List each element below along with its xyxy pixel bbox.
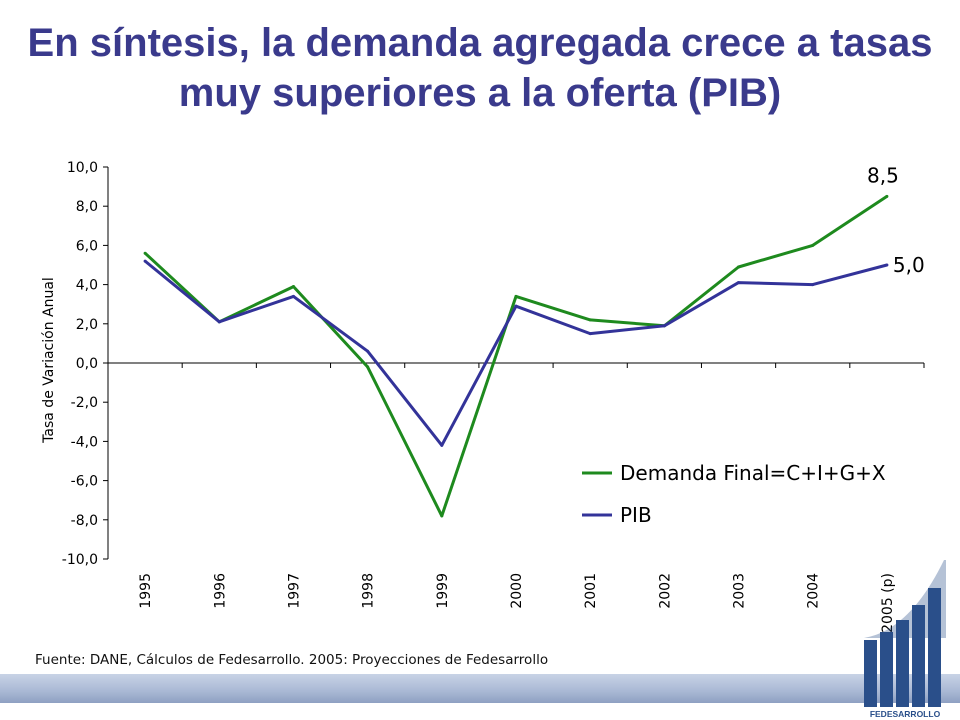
series-point bbox=[662, 324, 666, 328]
x-tick-label: 1995 bbox=[138, 573, 154, 609]
slide-title: En síntesis, la demanda agregada crece a… bbox=[0, 18, 960, 118]
logo-bars bbox=[864, 560, 946, 707]
series-point bbox=[366, 365, 370, 369]
line-chart: 10,0 8,0 6,0 4,0 2,0 0,0 -2,0 -4,0 -6,0 -8,0 -10,0… bbox=[41, 160, 925, 633]
series-point bbox=[811, 283, 815, 287]
y-tick-label: 8,0 bbox=[76, 199, 98, 215]
fedesarrollo-logo: FEDESARROLLO bbox=[864, 560, 946, 719]
x-tick-label: 2005 (p) bbox=[880, 573, 896, 633]
y-tick-label: -4,0 bbox=[71, 434, 98, 450]
y-tick-label: -8,0 bbox=[71, 513, 98, 529]
slide-title-line1: En síntesis, la demanda agregada crece a… bbox=[27, 21, 933, 65]
data-label-pib-2005: 5,0 bbox=[893, 253, 925, 277]
series-point bbox=[440, 443, 444, 447]
x-tick-label: 2004 bbox=[806, 573, 822, 609]
series-point bbox=[143, 251, 147, 255]
series-point bbox=[514, 304, 518, 308]
x-tick-label: 1996 bbox=[212, 573, 228, 609]
y-tick-label: 4,0 bbox=[76, 278, 98, 294]
legend-label: PIB bbox=[620, 503, 652, 527]
source-note: Fuente: DANE, Cálculos de Fedesarrollo. … bbox=[35, 652, 549, 668]
y-tick-label: 10,0 bbox=[67, 160, 98, 176]
x-tick-label: 2001 bbox=[583, 573, 599, 609]
logo-wordmark: FEDESARROLLO bbox=[870, 709, 941, 719]
series-point bbox=[514, 294, 518, 298]
series-point bbox=[291, 285, 295, 289]
x-tick-label: 2002 bbox=[657, 573, 673, 609]
series-point bbox=[291, 294, 295, 298]
series-point bbox=[885, 263, 889, 267]
series-point bbox=[737, 265, 741, 269]
y-tick-label: 2,0 bbox=[76, 317, 98, 333]
series-line-pib bbox=[144, 259, 888, 447]
x-tick-label: 2000 bbox=[509, 573, 525, 609]
y-tick-label: 6,0 bbox=[76, 238, 98, 254]
series-point bbox=[143, 259, 147, 263]
x-tick-label: 1997 bbox=[286, 573, 302, 609]
x-tick-label: 2003 bbox=[732, 573, 748, 609]
legend-label: Demanda Final=C+I+G+X bbox=[620, 461, 886, 485]
series-point bbox=[366, 349, 370, 353]
x-tick-label: 1999 bbox=[435, 573, 451, 609]
footer-band bbox=[0, 674, 960, 703]
slide-title-line2: muy superiores a la oferta (PIB) bbox=[178, 71, 782, 115]
y-tick-label: -6,0 bbox=[71, 474, 98, 490]
series-point bbox=[217, 320, 221, 324]
data-label-demanda-2005: 8,5 bbox=[867, 163, 899, 187]
y-tick-label: -10,0 bbox=[62, 552, 98, 568]
series-point bbox=[588, 318, 592, 322]
series-point bbox=[737, 281, 741, 285]
y-tick-label: 0,0 bbox=[76, 356, 98, 372]
series-point bbox=[440, 514, 444, 518]
y-tick-label: -2,0 bbox=[71, 395, 98, 411]
x-tick-label: 1998 bbox=[361, 573, 377, 609]
series-point bbox=[811, 243, 815, 247]
series-point bbox=[885, 194, 889, 198]
y-axis-title: Tasa de Variación Anual bbox=[41, 277, 57, 444]
series-point bbox=[588, 332, 592, 336]
